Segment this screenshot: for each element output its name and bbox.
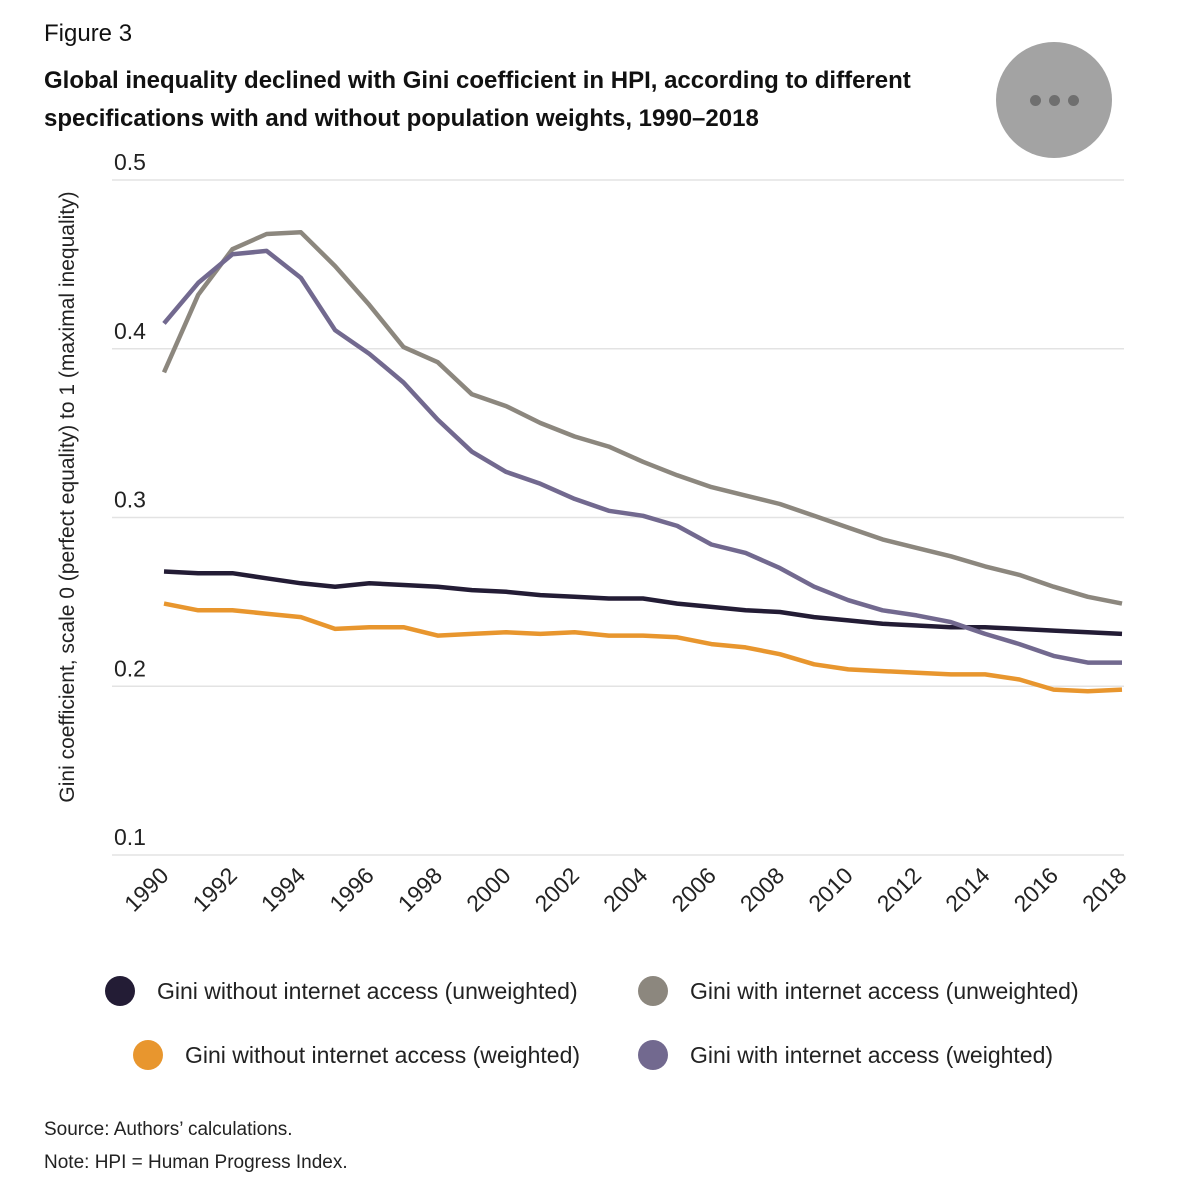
x-tick-label: 2000	[461, 862, 516, 917]
hpi-note: Note: HPI = Human Progress Index.	[44, 1152, 348, 1173]
x-tick-label: 2018	[1077, 862, 1132, 917]
y-tick-label: 0.4	[114, 318, 146, 344]
x-axis-ticks: 1990 1992 1994 1996 1998 2000 2002 2004 2006 2008…	[119, 862, 1132, 917]
x-tick-label: 2008	[735, 862, 790, 917]
legend-label: Gini without internet access (weighted)	[185, 1041, 581, 1068]
x-tick-label: 2004	[598, 862, 653, 917]
y-tick-label: 0.5	[114, 149, 146, 175]
x-tick-label: 1990	[119, 862, 174, 917]
figure-label: Figure 3	[44, 20, 133, 47]
legend-label: Gini with internet access (unweighted)	[690, 977, 1079, 1004]
legend-item-gini-with-unweighted: Gini with internet access (unweighted)	[638, 976, 1079, 1006]
x-tick-label: 2016	[1009, 862, 1064, 917]
gridlines	[112, 179, 1124, 856]
x-tick-label: 1994	[256, 862, 311, 917]
more-options-button[interactable]	[996, 42, 1112, 158]
x-tick-label: 2014	[940, 862, 995, 917]
y-axis-ticks: 0.1 0.2 0.3 0.4 0.5	[114, 149, 146, 850]
line-chart: 0.1 0.2 0.3 0.4 0.5 Gini coefficient, scale …	[56, 149, 1132, 917]
legend: Gini without internet access (unweighted…	[0, 960, 1180, 1080]
source-note: Source: Authors’ calculations.	[44, 1119, 293, 1140]
series-line	[161, 230, 1123, 606]
x-tick-label: 1992	[187, 862, 242, 917]
more-horizontal-icon	[1029, 94, 1079, 106]
legend-label: Gini without internet access (unweighted…	[157, 977, 578, 1004]
y-axis-label: Gini coefficient, scale 0 (perfect equal…	[56, 191, 79, 802]
x-tick-label: 2006	[666, 862, 721, 917]
legend-item-gini-without-weighted: Gini without internet access (weighted)	[133, 1040, 580, 1070]
legend-swatch	[105, 976, 135, 1006]
legend-swatch	[638, 976, 668, 1006]
x-tick-label: 2012	[872, 862, 927, 917]
y-tick-label: 0.1	[114, 824, 146, 850]
series-line	[163, 601, 1123, 694]
series-line	[162, 248, 1122, 665]
x-tick-label: 2010	[803, 862, 858, 917]
legend-item-gini-with-weighted: Gini with internet access (weighted)	[638, 1040, 1053, 1070]
legend-item-gini-without-unweighted: Gini without internet access (unweighted…	[105, 976, 578, 1006]
figure-title: Global inequality declined with Gini coe…	[44, 67, 911, 132]
x-tick-label: 1996	[324, 862, 379, 917]
series-lines	[161, 230, 1123, 694]
series-line	[163, 569, 1123, 637]
x-tick-label: 1998	[393, 862, 448, 917]
legend-swatch	[638, 1040, 668, 1070]
y-tick-label: 0.3	[114, 487, 146, 513]
legend-label: Gini with internet access (weighted)	[690, 1041, 1054, 1068]
x-tick-label: 2002	[530, 862, 585, 917]
y-tick-label: 0.2	[114, 655, 146, 681]
legend-swatch	[133, 1040, 163, 1070]
